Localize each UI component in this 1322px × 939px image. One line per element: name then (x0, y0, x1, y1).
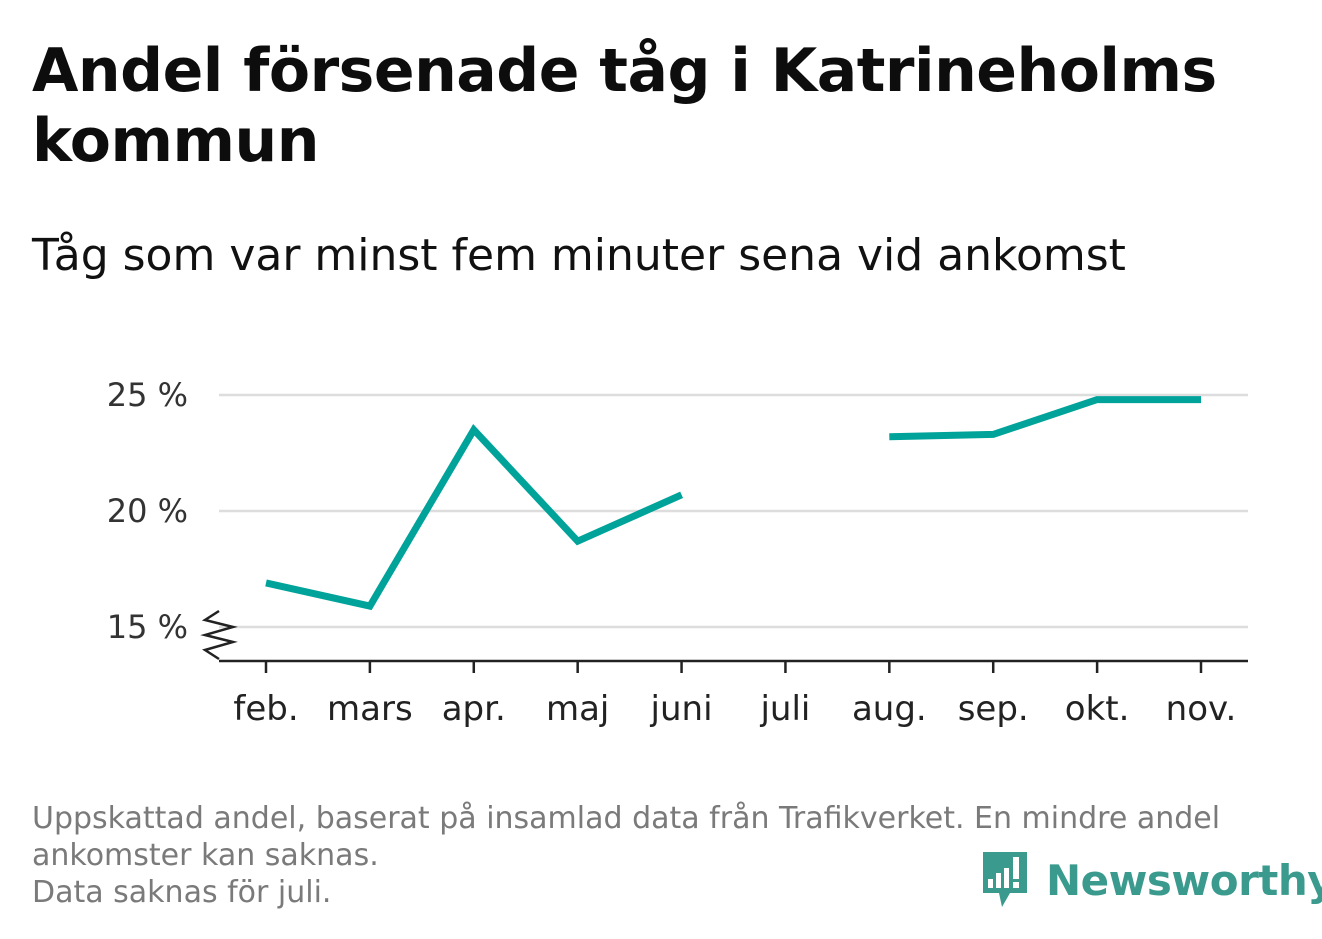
series-line (265, 423, 684, 611)
x-tick-label: sep. (958, 689, 1029, 729)
footnote-line-1: Uppskattad andel, baserat på insamlad da… (32, 801, 1221, 836)
x-tick-label: aug. (852, 689, 927, 729)
x-tick-label: juni (650, 689, 713, 729)
y-tick-label: 15 % (107, 608, 188, 646)
footnote-line-2: ankomster kan saknas. (32, 838, 379, 873)
y-axis-tick-labels: 15 % 20 % 25 % (107, 376, 188, 646)
footnote-line-3: Data saknas för juli. (32, 875, 332, 910)
y-tick-label: 20 % (107, 492, 188, 530)
x-tick-label: nov. (1166, 689, 1237, 729)
x-tick-label: okt. (1065, 689, 1130, 729)
axis-break-icon (200, 609, 238, 661)
series-lines (265, 396, 1201, 611)
brand-logo: Newsworthy (980, 848, 1322, 912)
brand-name: Newsworthy (1046, 855, 1322, 905)
gridlines (219, 393, 1248, 629)
bar-chart-speech-bubble-icon (983, 852, 1027, 907)
footnote: Uppskattad andel, baserat på insamlad da… (32, 800, 1292, 911)
y-tick-label: 25 % (107, 376, 188, 414)
x-tick-label: feb. (233, 689, 298, 729)
chart-subtitle: Tåg som var minst fem minuter sena vid a… (32, 230, 1126, 281)
x-axis-ticks: feb. mars apr. maj juni juli aug. sep. okt. nov. (233, 661, 1236, 729)
x-tick-label: maj (546, 689, 609, 729)
x-tick-label: apr. (442, 689, 506, 729)
chart-title: Andel försenade tåg i Katrineholms kommu… (32, 36, 1217, 176)
x-tick-label: mars (327, 689, 413, 729)
x-tick-label: juli (759, 689, 810, 729)
series-line (889, 396, 1201, 441)
